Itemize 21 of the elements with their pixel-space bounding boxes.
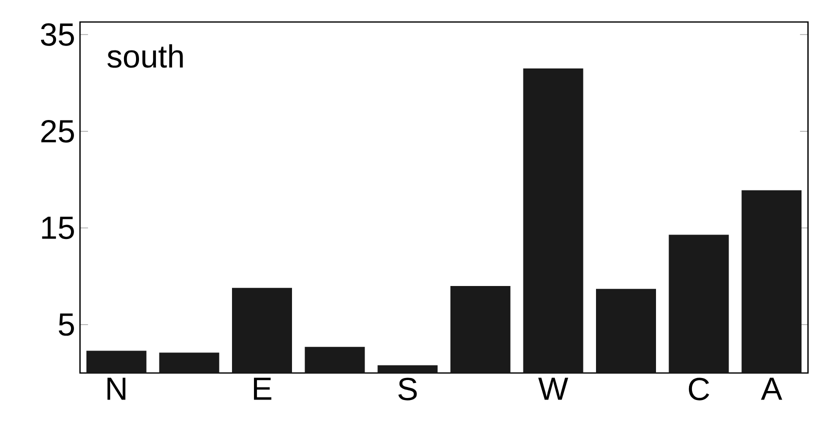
- bar: [450, 286, 510, 373]
- bar: [232, 288, 292, 373]
- bar: [159, 352, 220, 373]
- bar: [596, 288, 656, 373]
- x-tick-label: S: [398, 378, 417, 400]
- y-tick-label: 5: [58, 313, 74, 336]
- x-tick-label: A: [760, 378, 782, 400]
- y-tick-label: 15: [42, 216, 74, 240]
- bar: [304, 346, 365, 373]
- bar: [742, 190, 802, 373]
- annotation: south: [107, 44, 183, 68]
- bar: [86, 350, 146, 373]
- x-tick-label: W: [538, 378, 568, 400]
- bar: [378, 365, 438, 373]
- bar: [668, 234, 729, 373]
- x-tick-label: C: [688, 378, 710, 400]
- y-tick-label: 35: [40, 23, 74, 46]
- bar: [523, 68, 584, 373]
- x-tick-label: E: [254, 378, 272, 400]
- y-tick-label: 25: [41, 120, 74, 143]
- x-tick-label: N: [107, 378, 126, 400]
